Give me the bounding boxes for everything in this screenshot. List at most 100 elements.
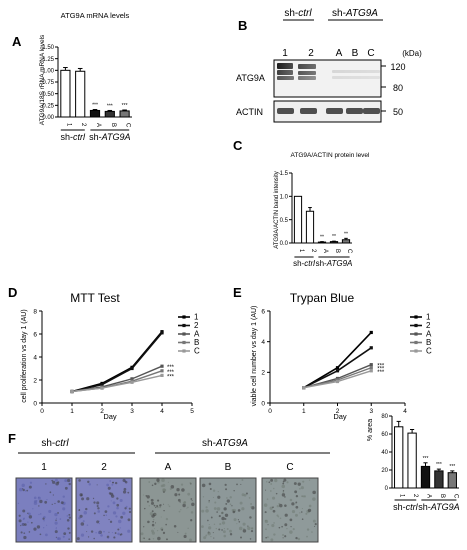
cell-speck [60,501,64,505]
cell-speck [54,478,58,482]
cell-speck [291,509,296,514]
cell-speck [168,505,171,508]
cell-speck [68,531,71,534]
cell-speck [125,505,128,508]
cell-speck [245,492,248,495]
blot-band [300,108,317,114]
blot-band [346,108,363,114]
cell-speck [243,527,245,530]
cell-speck [86,531,88,533]
cell-speck [156,478,160,482]
cell-speck [179,501,181,503]
cell-speck [281,493,286,497]
y-tick-label: 2 [33,377,37,384]
cell-speck [156,505,159,508]
cell-speck [55,536,57,538]
cell-speck [57,500,60,503]
cell-speck [237,519,240,521]
cell-speck [161,478,165,482]
cell-speck [18,514,21,517]
y-tick-label: 0.25 [42,104,54,110]
cell-speck [215,527,217,530]
bar-1 [293,195,303,244]
cell-speck [37,496,40,499]
significance-mark: *** [377,370,385,376]
cell-speck [187,506,189,509]
cell-speck [67,527,70,530]
cell-speck [28,512,31,516]
cell-speck [86,497,90,501]
cell-speck [226,497,228,499]
cell-speck [49,491,52,494]
cell-speck [177,498,181,502]
cell-speck [270,478,274,482]
point-1 [369,330,373,335]
cell-speck [205,506,208,509]
cell-speck [93,512,96,515]
cell-speck [177,531,179,533]
cell-speck [151,484,154,487]
cell-speck [38,505,40,507]
cell-speck [64,486,68,490]
cell-speck [218,515,221,518]
cell-speck [232,510,236,514]
cell-speck [187,492,191,496]
point-2 [369,346,373,350]
cell-speck [159,506,162,509]
cell-speck [292,528,295,531]
cell-speck [265,536,267,539]
cell-speck [176,488,180,492]
x-tick-label: 2 [100,408,104,415]
category-label: B [439,494,445,498]
cell-speck [301,508,303,510]
cell-speck [97,507,100,510]
cell-speck [167,504,169,506]
cell-speck [251,527,253,530]
cell-speck [112,501,116,505]
lane-label-2: 2 [308,48,314,59]
cell-speck [103,530,105,533]
cell-speck [76,537,80,541]
category-label: B [110,123,116,127]
cell-speck [20,531,23,534]
cell-speck [108,518,110,521]
cell-speck [282,490,285,492]
micro-label-B: B [225,462,232,473]
cell-speck [284,496,286,498]
cell-speck [178,493,181,496]
cell-speck [90,530,94,533]
cell-speck [22,518,25,521]
group-label-ctrl: sh-ctrl [293,259,315,268]
cell-speck [203,536,207,540]
cell-speck [68,513,71,516]
blot-band [277,76,294,80]
cell-speck [303,495,306,498]
cell-speck [78,479,81,482]
cell-speck [154,482,157,486]
cell-speck [119,498,123,502]
cell-speck [250,516,253,519]
cell-speck [229,496,232,499]
category-label: 1 [399,494,405,498]
point-A [160,364,164,368]
cell-speck [276,505,279,508]
cell-speck [119,527,121,529]
bar-2 [407,432,417,489]
cell-speck [302,495,305,498]
x-tick-label: 0 [40,408,44,415]
category-label: 2 [412,494,418,498]
cell-speck [150,501,155,505]
cell-speck [279,503,283,508]
blot-band [326,108,343,114]
bar-C [341,239,351,244]
cell-speck [149,512,154,516]
cell-speck [106,483,110,487]
y-tick-label: 0 [33,400,37,407]
series-line-C [71,374,163,393]
legend-label-C: C [426,347,432,356]
cell-speck [54,530,58,534]
y-tick-label: 0 [385,486,389,492]
cell-speck [105,514,108,517]
cell-speck [154,513,157,516]
